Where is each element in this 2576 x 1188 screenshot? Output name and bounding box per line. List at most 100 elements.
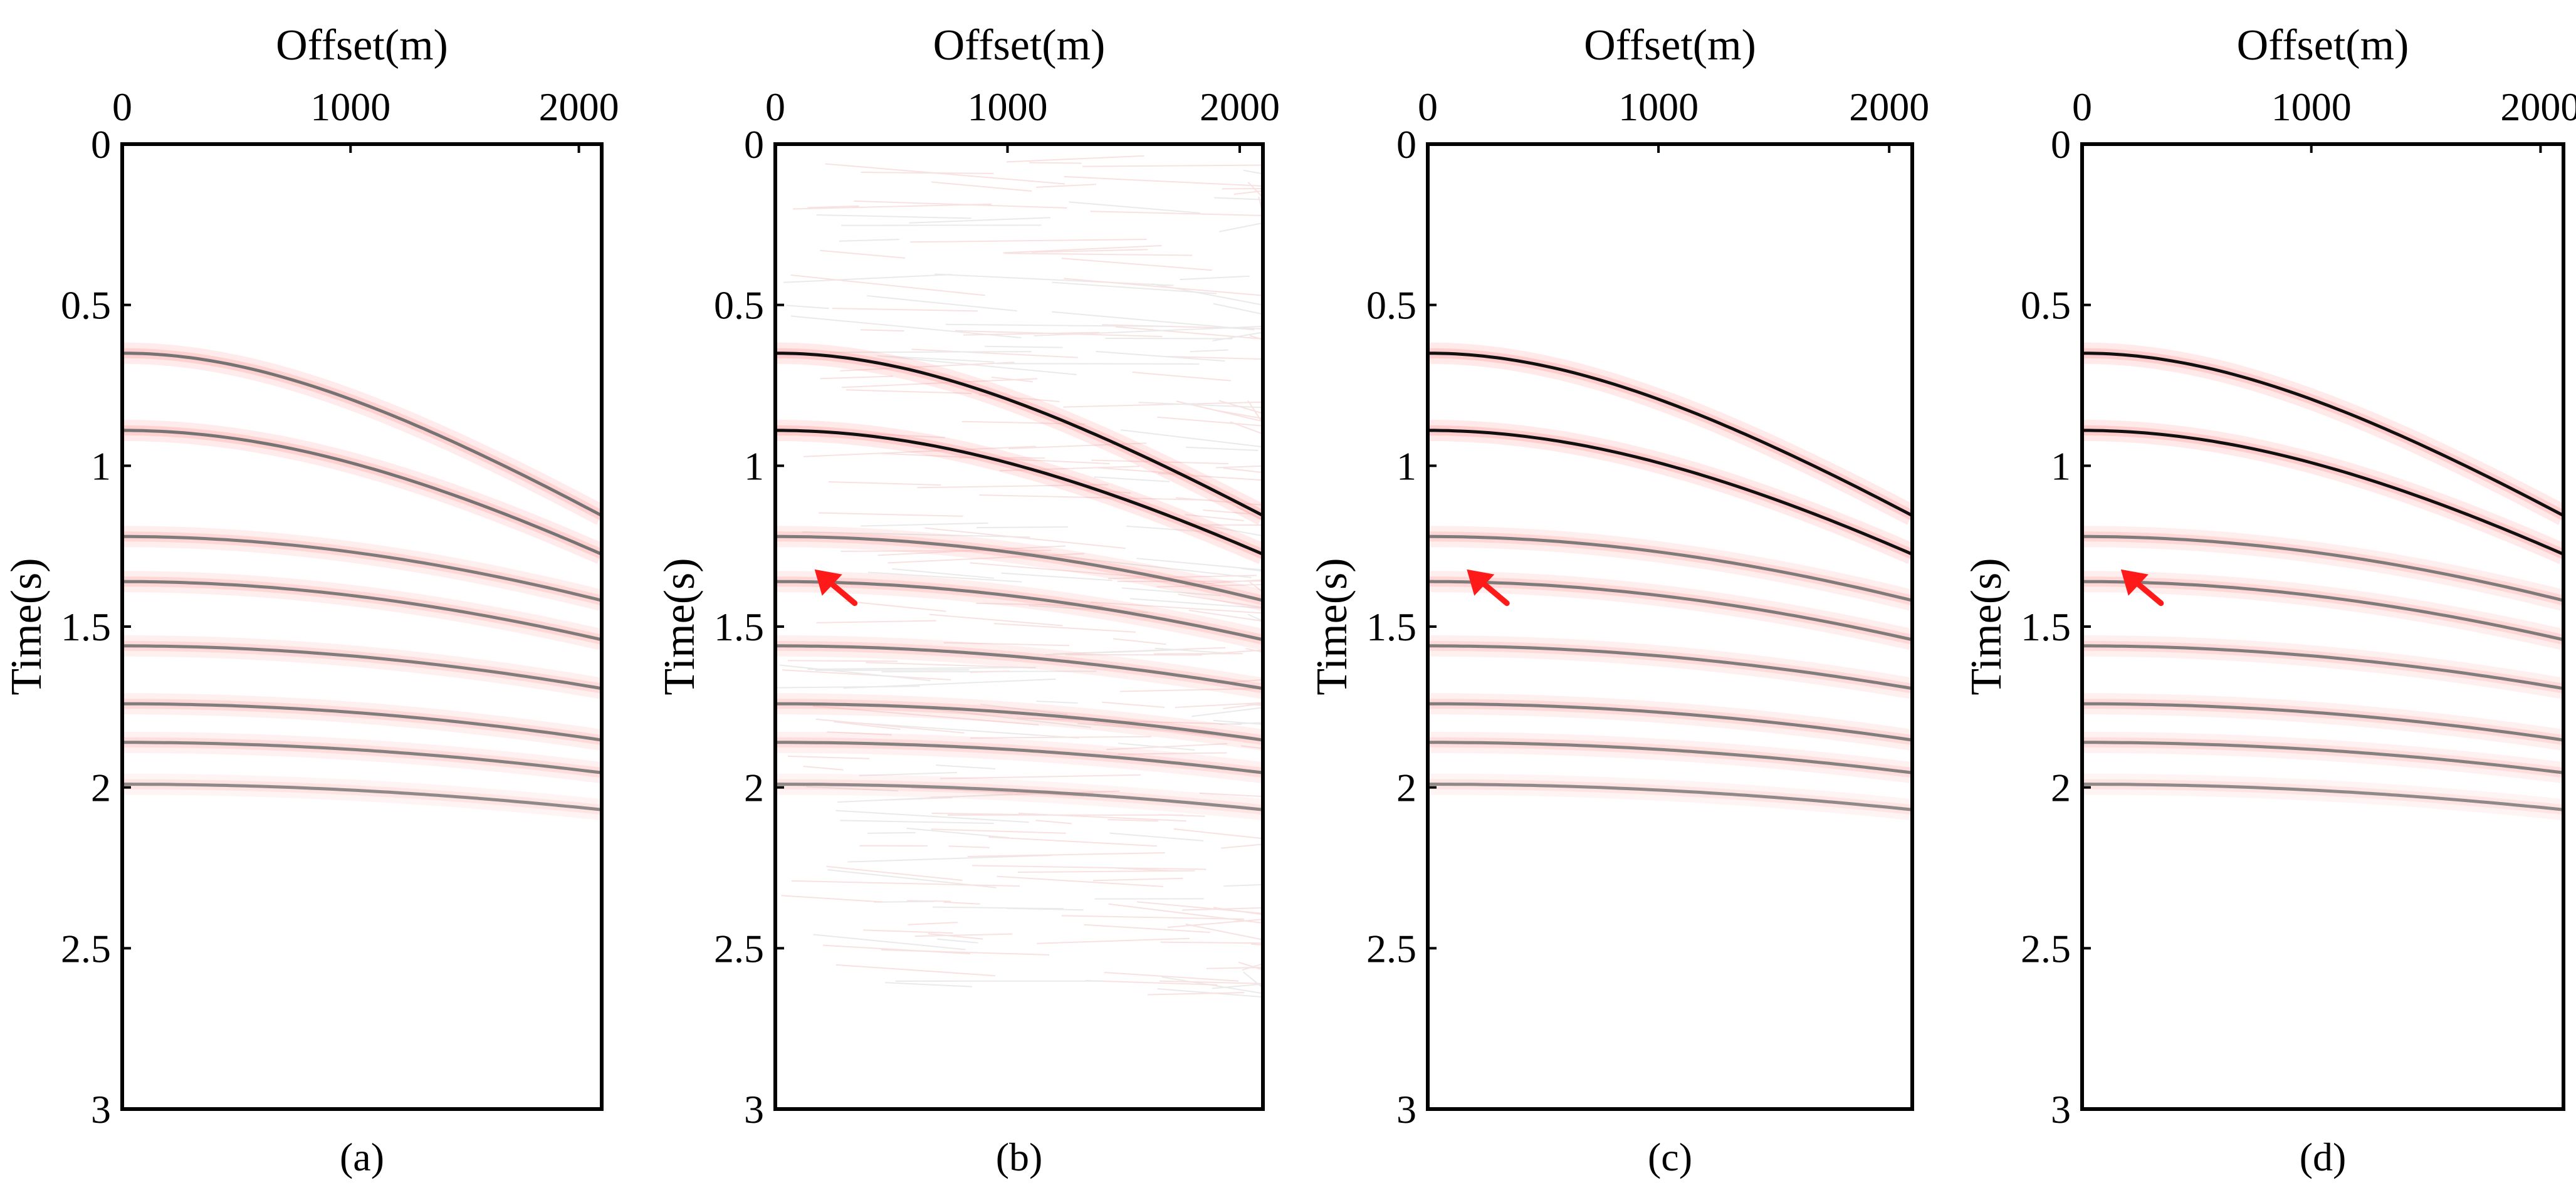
- event-trace: [122, 580, 602, 642]
- event-trace: [1428, 644, 1912, 690]
- reflection-event: [2082, 571, 2563, 650]
- y-tick-label: 3: [91, 1087, 111, 1132]
- event-trace: [2082, 429, 2563, 556]
- y-tick-label: 2.5: [2021, 926, 2071, 971]
- x-tick-label: 0: [765, 85, 785, 129]
- x-tick-label: 1000: [967, 85, 1047, 129]
- y-tick-label: 1.5: [714, 605, 764, 649]
- plot-area: [2082, 342, 2563, 821]
- reflection-event: [122, 731, 602, 784]
- x-tick-label: 2000: [2500, 85, 2576, 129]
- event-trace: [775, 534, 1263, 602]
- event-trace: [2082, 783, 2563, 811]
- y-tick-label: 0.5: [61, 283, 111, 328]
- y-tick-label: 1.5: [1366, 605, 1416, 649]
- panel-4: 0 1000 2000 Offset(m) 0 0.5 1 1.5 2 2.5 3 Time(s) (d…: [1962, 21, 2576, 1179]
- y-tick-label: 2: [1396, 766, 1416, 810]
- event-trace: [775, 580, 1263, 642]
- noise-texture: [777, 155, 1263, 998]
- event-trace: [122, 783, 602, 811]
- panel-label: (a): [340, 1135, 384, 1179]
- event-trace: [2082, 702, 2563, 742]
- event-trace: [1428, 534, 1912, 602]
- reflection-event: [2082, 526, 2563, 611]
- reflection-event: [122, 571, 602, 650]
- y-tick-label: 0: [1396, 122, 1416, 167]
- event-trace: [775, 429, 1263, 556]
- y-axis-label: Time(s): [1962, 558, 2011, 695]
- x-axis-label: Offset(m): [2237, 21, 2409, 70]
- y-tick-label: 1: [744, 444, 764, 488]
- y-tick-label: 0.5: [2021, 283, 2071, 328]
- reflection-event: [2082, 419, 2563, 565]
- reflection-event: [1428, 731, 1912, 784]
- y-tick-label: 1: [1396, 444, 1416, 488]
- y-axis-label: Time(s): [3, 558, 51, 695]
- y-axis-label: Time(s): [1308, 558, 1356, 695]
- red-arrow-icon: [814, 569, 858, 607]
- y-tick-label: 3: [1396, 1087, 1416, 1132]
- y-tick-label: 1.5: [61, 605, 111, 649]
- event-trace: [122, 352, 602, 518]
- reflection-event: [775, 635, 1263, 699]
- event-trace: [1428, 580, 1912, 642]
- x-tick-label: 2000: [539, 85, 619, 129]
- reflection-event: [122, 635, 602, 699]
- y-tick-label: 1: [2051, 444, 2071, 488]
- reflection-event: [775, 526, 1263, 611]
- y-tick-label: 2.5: [714, 926, 764, 971]
- y-tick-label: 1: [91, 444, 111, 488]
- red-arrow-icon: [2120, 569, 2164, 607]
- event-trace: [775, 783, 1263, 811]
- reflection-event: [122, 693, 602, 751]
- x-tick-label: 2000: [1200, 85, 1280, 129]
- y-tick-label: 2: [744, 766, 764, 810]
- event-trace: [775, 352, 1263, 518]
- plot-area: [775, 155, 1263, 998]
- event-trace: [775, 741, 1263, 774]
- y-tick-label: 0: [2051, 122, 2071, 167]
- y-tick-label: 0.5: [714, 283, 764, 328]
- panel-label: (c): [1648, 1135, 1692, 1179]
- event-trace: [122, 702, 602, 742]
- arrow-head: [814, 569, 842, 596]
- event-trace: [122, 741, 602, 774]
- plot-area: [1428, 342, 1912, 821]
- event-trace: [122, 534, 602, 602]
- event-trace: [1428, 741, 1912, 774]
- panel-2: 0 1000 2000 Offset(m) 0 0.5 1 1.5 2 2.5 3 Time(s) (b…: [656, 21, 1280, 1179]
- x-tick-label: 1000: [2271, 85, 2352, 129]
- x-tick-label: 0: [1418, 85, 1438, 129]
- panel-3: 0 1000 2000 Offset(m) 0 0.5 1 1.5 2 2.5 3 Time(s) (c…: [1308, 21, 1929, 1179]
- reflection-event: [122, 342, 602, 525]
- x-tick-label: 1000: [310, 85, 390, 129]
- reflection-event: [775, 571, 1263, 650]
- y-tick-label: 2.5: [61, 926, 111, 971]
- event-trace: [2082, 352, 2563, 518]
- x-tick-label: 0: [112, 85, 132, 129]
- event-trace: [1428, 783, 1912, 811]
- y-tick-label: 0: [91, 122, 111, 167]
- arrow-head: [1467, 569, 1495, 596]
- reflection-event: [775, 419, 1263, 565]
- reflection-event: [1428, 693, 1912, 751]
- reflection-event: [775, 342, 1263, 525]
- arrow-head: [2120, 569, 2149, 596]
- reflection-event: [775, 773, 1263, 821]
- reflection-event: [2082, 342, 2563, 525]
- y-tick-label: 2: [2051, 766, 2071, 810]
- event-trace: [2082, 580, 2563, 642]
- event-trace: [1428, 352, 1912, 518]
- event-trace: [1428, 702, 1912, 742]
- event-trace: [2082, 644, 2563, 690]
- event-trace: [1428, 429, 1912, 556]
- event-trace: [775, 702, 1263, 742]
- reflection-event: [1428, 635, 1912, 699]
- reflection-event: [775, 693, 1263, 751]
- panel-1: 0 1000 2000 Offset(m) 0 0.5 1 1.5 2 2.5 3 Time(s) (a…: [3, 21, 619, 1179]
- reflection-event: [1428, 526, 1912, 611]
- y-tick-label: 3: [2051, 1087, 2071, 1132]
- panel-label: (b): [996, 1135, 1043, 1179]
- reflection-event: [2082, 731, 2563, 784]
